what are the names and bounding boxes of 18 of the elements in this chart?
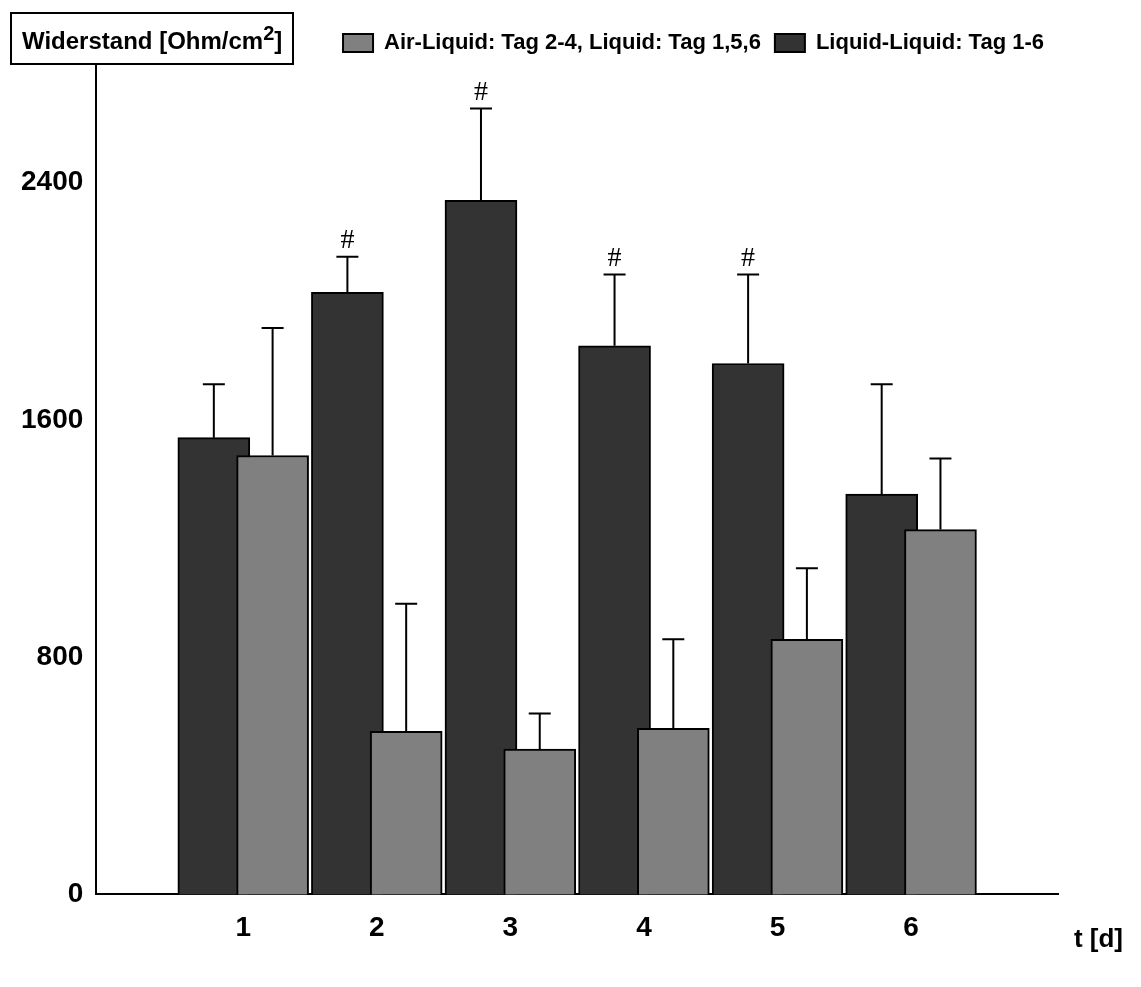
legend-label: Liquid-Liquid: Tag 1-6	[815, 29, 1045, 55]
annotation: #	[607, 240, 622, 272]
y-tick-label: 800	[36, 639, 84, 671]
y-axis-title: Widerstand [Ohm/cm$^{2}$]	[10, 12, 295, 65]
y-tick-label: 0	[67, 877, 84, 909]
x-axis-title: t [d]	[1073, 922, 1123, 953]
annotation: #	[340, 223, 355, 255]
y-tick-label: 1600	[20, 402, 84, 434]
x-tick-label: 6	[903, 910, 919, 942]
x-tick-label: 5	[769, 910, 786, 942]
x-tick-label: 3	[502, 910, 519, 942]
legend-label: Air-Liquid: Tag 2-4, Liquid: Tag 1,5,6	[384, 29, 761, 55]
y-tick-label: 2400	[20, 165, 84, 197]
annotation: #	[741, 240, 756, 272]
x-tick-label: 1	[235, 910, 252, 942]
x-tick-label: 4	[636, 910, 653, 942]
annotation: #	[473, 74, 488, 106]
x-tick-label: 2	[369, 910, 385, 942]
